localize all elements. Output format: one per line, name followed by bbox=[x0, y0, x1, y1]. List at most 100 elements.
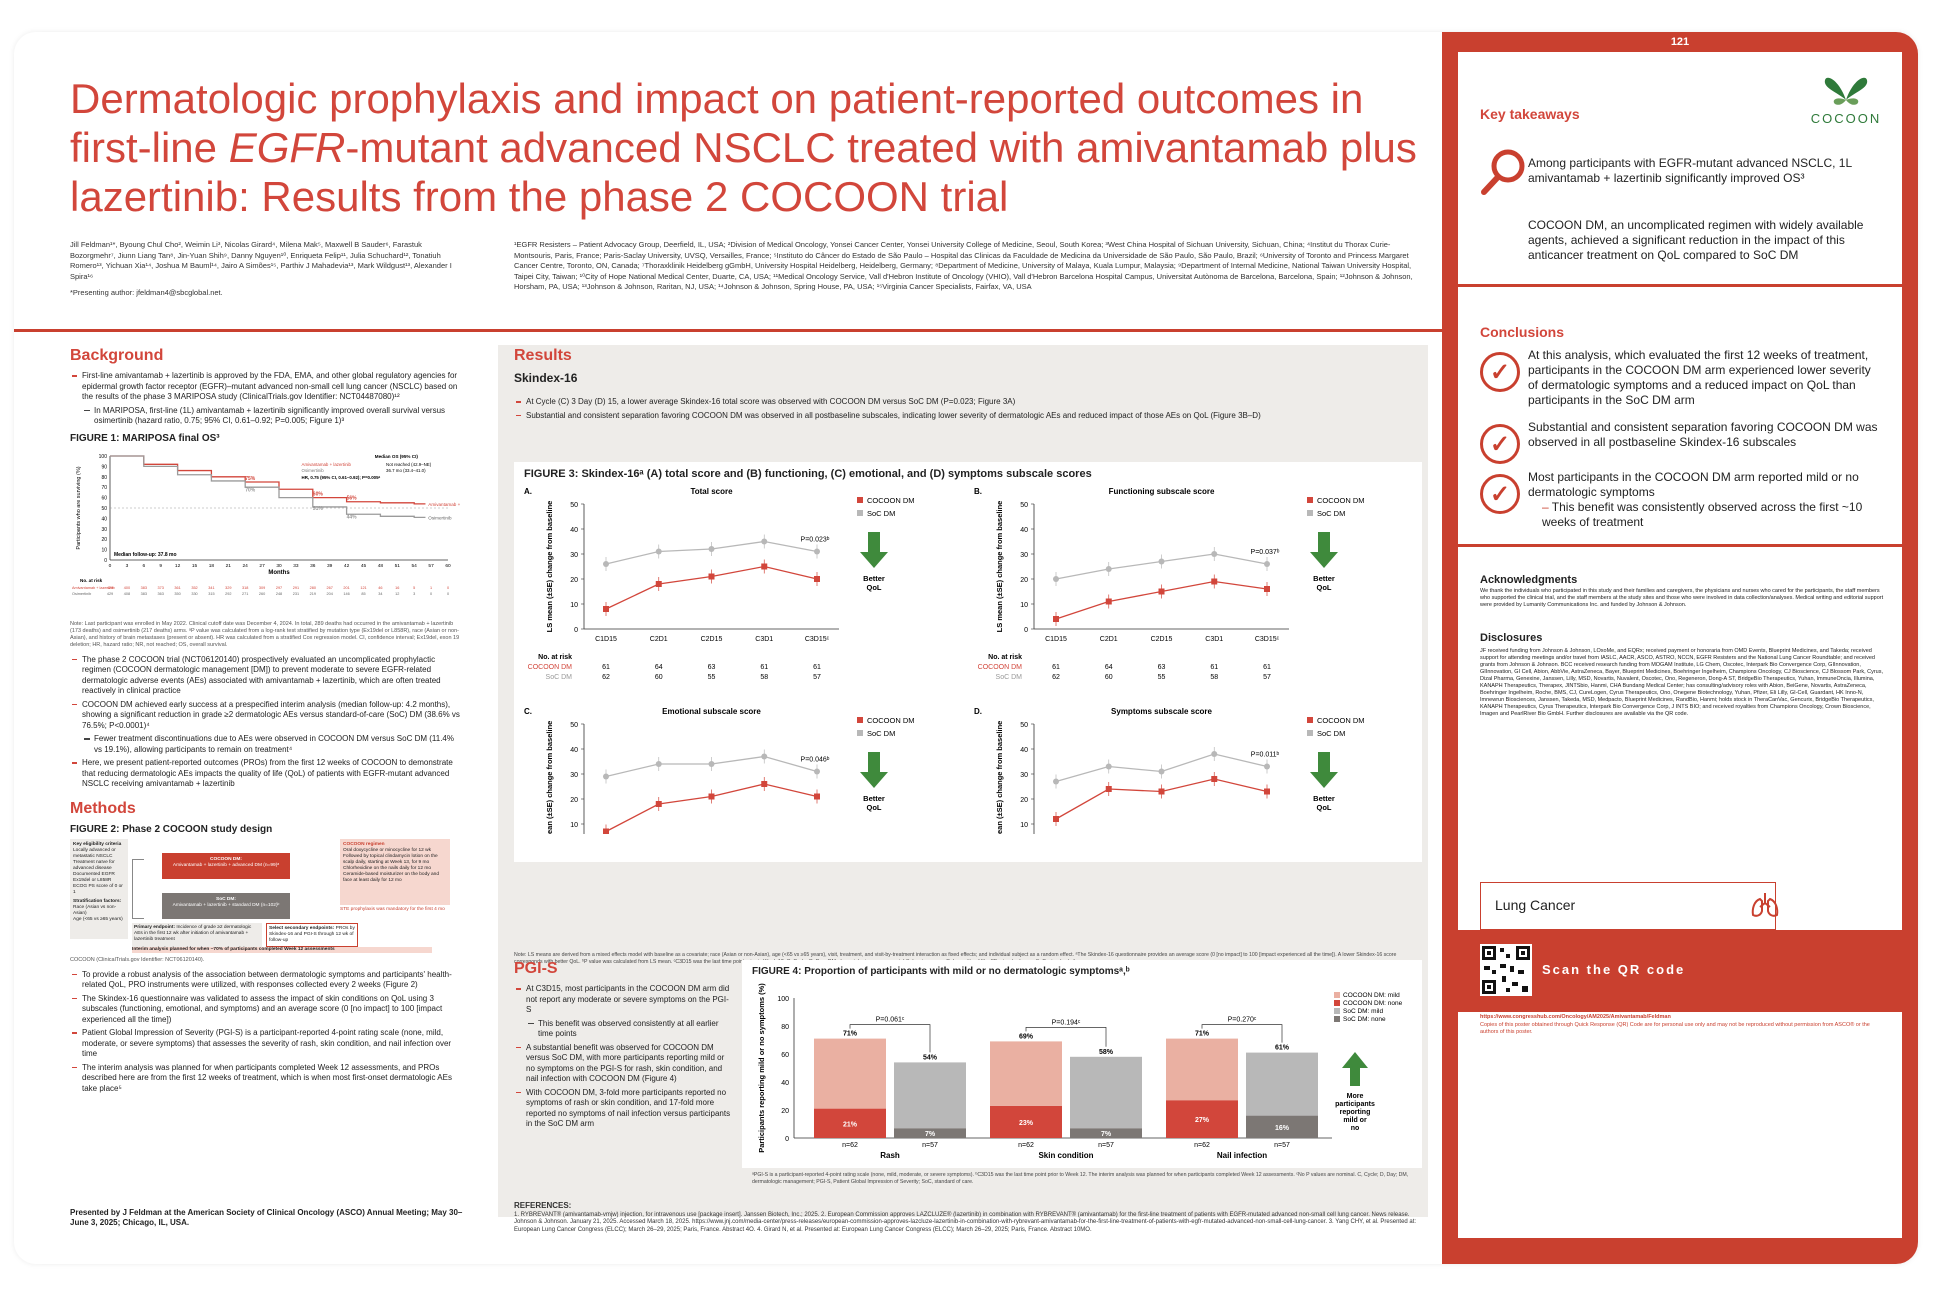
legend-swatch bbox=[1307, 497, 1313, 503]
x-tick-label: C2D1 bbox=[1100, 636, 1118, 643]
legend-swatch bbox=[857, 730, 863, 736]
x-tick-label: 9 bbox=[159, 563, 162, 569]
y-tick-label: 30 bbox=[101, 526, 107, 532]
panel-letter: A. bbox=[524, 487, 532, 496]
x-tick-label: 30 bbox=[276, 563, 282, 569]
results-section: Results Skindex-16 At Cycle (C) 3 Day (D… bbox=[514, 347, 1424, 424]
bar-total-label: 61% bbox=[1275, 1045, 1290, 1052]
y-tick-label: 40 bbox=[1020, 527, 1028, 534]
at-risk-value: 64 bbox=[1105, 664, 1113, 671]
followup-text: Median follow-up: 37.8 mo bbox=[114, 552, 177, 558]
data-point bbox=[603, 828, 609, 834]
more-label: no bbox=[1351, 1125, 1360, 1132]
data-point bbox=[1211, 776, 1218, 782]
acknowledgments-heading: Acknowledgments bbox=[1480, 574, 1578, 586]
down-arrow-icon bbox=[860, 752, 888, 788]
disclosures-heading: Disclosures bbox=[1480, 632, 1543, 644]
at-risk-value: 429 bbox=[107, 592, 113, 596]
list-item: Fewer treatment discontinuations due to … bbox=[70, 734, 460, 755]
at-risk-value: 58 bbox=[760, 674, 768, 681]
at-risk-value: 61 bbox=[760, 664, 768, 671]
at-risk-value: 60 bbox=[655, 674, 663, 681]
check-icon: ✓ bbox=[1480, 474, 1520, 514]
right-panel: 121 Key takeaways COCOON Among participa… bbox=[1442, 32, 1918, 1264]
data-point bbox=[1211, 551, 1218, 557]
bar-n-label: n=57 bbox=[922, 1142, 938, 1149]
y-tick-label: 50 bbox=[570, 722, 578, 729]
at-risk-value: 315 bbox=[208, 592, 214, 596]
bar-total-label: 71% bbox=[843, 1031, 858, 1038]
at-risk-value: 34 bbox=[378, 592, 382, 596]
landmark-label: 44% bbox=[347, 514, 358, 520]
ste-note: STE prophylaxis was mandatory for the fi… bbox=[340, 906, 445, 912]
takeaway-1: Among participants with EGFR-mutant adva… bbox=[1528, 156, 1852, 185]
references: REFERENCES: 1. RYBREVANT® (amivantamab-v… bbox=[514, 1201, 1417, 1233]
at-risk-value: 64 bbox=[655, 664, 663, 671]
x-tick-label: 42 bbox=[344, 563, 350, 569]
legend-swatch bbox=[1334, 1000, 1340, 1006]
qr-code[interactable] bbox=[1480, 944, 1532, 996]
p-value: P=0.011ᵇ bbox=[1251, 752, 1280, 759]
y-tick-label: 80 bbox=[101, 474, 107, 480]
down-arrow-icon bbox=[1310, 532, 1338, 568]
bar-n-label: n=57 bbox=[1098, 1142, 1114, 1149]
takeaway-2: COCOON DM, an uncomplicated regimen with… bbox=[1528, 218, 1864, 262]
bar-total-label: 71% bbox=[1195, 1031, 1210, 1038]
y-tick-label: 10 bbox=[1020, 602, 1028, 609]
scan-qr-label: Scan the QR code bbox=[1542, 962, 1686, 977]
bar-mild bbox=[990, 1041, 1062, 1106]
x-category-label: Nail infection bbox=[1217, 1151, 1267, 1160]
y-tick-label: 70 bbox=[101, 485, 107, 491]
down-arrow-icon bbox=[860, 532, 888, 568]
legend-arm2-median: 36.7 mo (33.4–41.0) bbox=[386, 468, 426, 473]
y-tick-label: 40 bbox=[570, 747, 578, 754]
x-category-label: Skin condition bbox=[1038, 1151, 1093, 1160]
y-tick-label: 30 bbox=[1020, 552, 1028, 559]
authors: Jill Feldman¹*, Byoung Chul Cho², Weimin… bbox=[70, 240, 460, 299]
at-risk-value: 383 bbox=[141, 586, 147, 590]
data-point bbox=[1158, 768, 1165, 775]
at-risk-value: 248 bbox=[276, 592, 282, 596]
at-risk-value: 61 bbox=[813, 664, 821, 671]
bar-none bbox=[1070, 1128, 1142, 1138]
poster: Dermatologic prophylaxis and impact on p… bbox=[14, 32, 1918, 1264]
at-risk-arm2: Osimertinib bbox=[72, 592, 91, 596]
data-point bbox=[1264, 763, 1270, 770]
panel-letter: C. bbox=[524, 707, 532, 716]
legend-swatch bbox=[857, 497, 863, 503]
list-item: This benefit was observed consistently a… bbox=[514, 1019, 734, 1040]
bar-total-label: 69% bbox=[1019, 1033, 1034, 1040]
p-bracket bbox=[849, 1024, 931, 1053]
right-panel-inner: Key takeaways COCOON Among participants … bbox=[1442, 52, 1918, 1238]
bar-total-label: 54% bbox=[923, 1054, 938, 1061]
lungs-icon bbox=[1751, 893, 1779, 917]
data-point bbox=[1053, 816, 1059, 822]
x-tick-label: 48 bbox=[378, 563, 384, 569]
y-axis-label: LS mean (±SE) change from baseline bbox=[995, 501, 1004, 633]
x-tick-label: 33 bbox=[293, 563, 299, 569]
p-bracket bbox=[1025, 1027, 1107, 1047]
bar-none-label: 7% bbox=[1101, 1131, 1112, 1138]
x-tick-label: C3D1 bbox=[1205, 636, 1223, 643]
legend-swatch bbox=[857, 510, 863, 516]
data-point bbox=[1264, 561, 1270, 567]
list-item: First-line amivantamab + lazertinib is a… bbox=[70, 371, 460, 403]
data-point bbox=[1264, 788, 1270, 795]
conclusion-3: Most participants in the COCOON DM arm r… bbox=[1528, 470, 1859, 499]
at-risk-value: 352 bbox=[191, 586, 197, 590]
legend-label: SoC DM bbox=[867, 729, 895, 738]
data-point bbox=[814, 793, 820, 800]
fig2-note: COCOON (ClinicalTrials.gov Identifier: N… bbox=[70, 956, 205, 963]
hr-text: HR, 0.75 (95% CI, 0.61–0.92); P=0.005ᵃ bbox=[302, 475, 381, 480]
at-risk-value: 204 bbox=[327, 592, 333, 596]
left-column: Background First-line amivantamab + laze… bbox=[70, 347, 480, 1097]
data-point bbox=[655, 548, 662, 555]
y-tick-label: 20 bbox=[570, 577, 578, 584]
x-tick-label: 60 bbox=[445, 563, 451, 569]
at-risk-value: 341 bbox=[208, 586, 214, 590]
at-risk-arm1: Amivantamab + lazertinib bbox=[72, 586, 115, 590]
y-tick-label: 10 bbox=[1020, 822, 1028, 829]
qr-url[interactable]: https://www.congresshub.com/Oncology/AM2… bbox=[1480, 1014, 1671, 1020]
data-point bbox=[1158, 588, 1165, 595]
more-label: reporting bbox=[1340, 1109, 1371, 1116]
